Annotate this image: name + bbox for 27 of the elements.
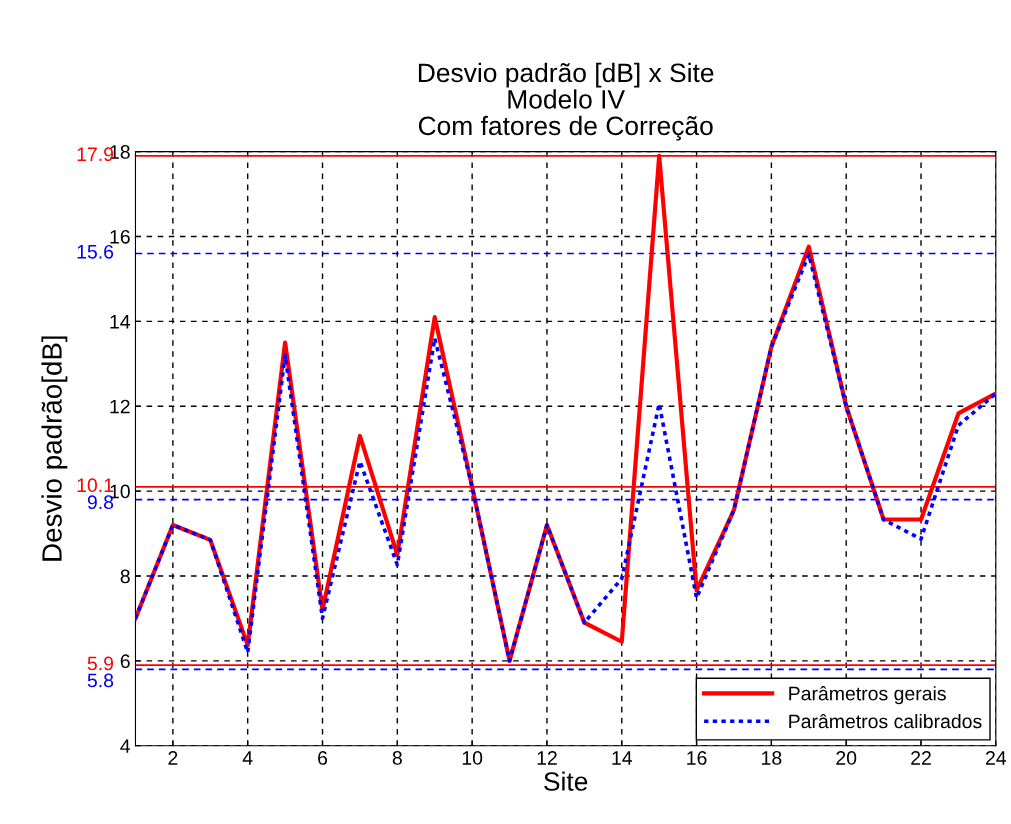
x-tick-label: 18 (762, 751, 782, 765)
x-tick-label: 10 (462, 751, 483, 765)
y-tick-label: 14 (110, 315, 131, 329)
y-tick-label: 8 (120, 569, 130, 584)
x-tick-label: 12 (537, 751, 557, 765)
y-tick-label: 12 (110, 399, 130, 414)
y-axis-title: Desvio padrão[dB] (41, 336, 68, 561)
x-tick-label: 24 (986, 751, 1007, 765)
x-tick-label: 22 (911, 751, 931, 765)
ref-line-label: 5.8 (87, 673, 114, 688)
x-tick-label: 6 (318, 751, 328, 765)
x-tick-label: 20 (836, 751, 857, 765)
x-tick-label: 4 (242, 751, 253, 765)
y-tick-label: 16 (110, 229, 130, 244)
ref-line-label: 15.6 (77, 244, 114, 259)
ref-line-label: 5.9 (87, 656, 114, 671)
y-tick-label: 6 (120, 654, 130, 669)
x-tick-label: 8 (392, 751, 402, 765)
line-series (135, 252, 996, 663)
x-tick-label: 2 (168, 751, 178, 765)
x-tick-label: 14 (612, 751, 633, 765)
x-axis-title: Site (544, 771, 588, 791)
x-tick-label: 16 (687, 751, 707, 765)
y-tick-label: 4 (120, 739, 131, 753)
chart-title: Desvio padrão [dB] x Site Modelo IV Com fatores de Correção (418, 62, 714, 141)
legend-label: Parâmetros calibrados (789, 713, 982, 729)
legend-label: Parâmetros gerais (789, 686, 946, 705)
